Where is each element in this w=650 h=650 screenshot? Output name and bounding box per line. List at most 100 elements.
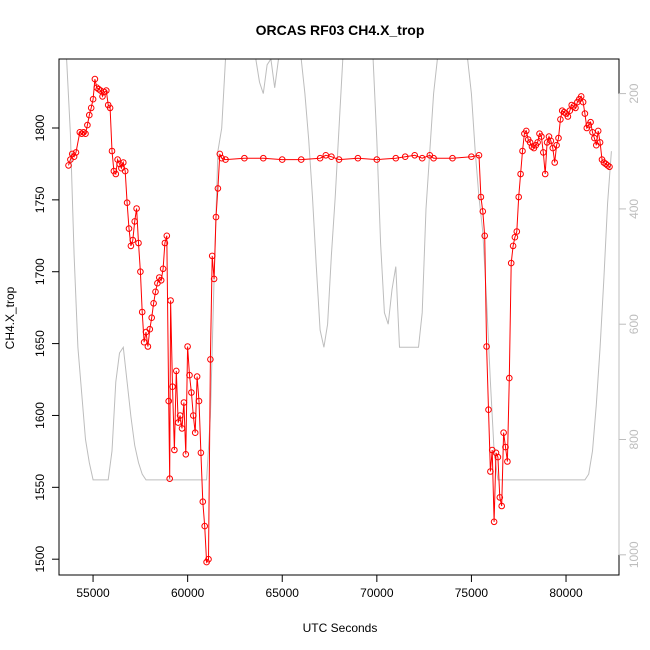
- data-point: [120, 159, 127, 166]
- data-point: [95, 85, 102, 93]
- data-point: [218, 154, 225, 162]
- right-tick-label: 800: [627, 429, 641, 449]
- data-point: [523, 127, 530, 135]
- data-point: [197, 449, 205, 457]
- data-point: [526, 139, 534, 146]
- data-point: [581, 110, 589, 117]
- data-point: [150, 300, 157, 307]
- data-point: [173, 367, 180, 375]
- data-point: [89, 95, 97, 103]
- data-point: [335, 156, 343, 163]
- y-tick-label: 1750: [33, 186, 47, 213]
- data-point: [570, 103, 577, 110]
- data-point: [84, 121, 91, 129]
- data-point: [392, 154, 400, 162]
- data-point: [146, 325, 154, 333]
- data-point: [127, 242, 135, 250]
- data-point: [500, 429, 507, 437]
- data-point: [167, 297, 174, 304]
- data-point: [114, 156, 121, 163]
- data-point: [169, 383, 176, 391]
- data-point: [373, 156, 381, 163]
- data-point: [82, 130, 89, 137]
- data-point: [193, 373, 201, 380]
- data-point: [201, 522, 208, 530]
- data-point: [144, 343, 152, 350]
- data-point: [596, 139, 604, 146]
- data-point: [316, 154, 324, 162]
- plot-area: [65, 59, 613, 566]
- right-axis: 200 400 600 800 1000: [618, 83, 641, 568]
- data-point: [184, 343, 191, 350]
- data-point: [468, 153, 475, 160]
- data-point: [165, 397, 172, 405]
- data-point: [135, 239, 142, 247]
- data-point: [572, 104, 579, 112]
- data-point: [278, 156, 286, 163]
- data-point: [108, 147, 116, 155]
- data-point: [174, 419, 182, 426]
- data-point: [504, 458, 511, 465]
- right-tick-label: 1000: [627, 541, 641, 568]
- data-point: [106, 104, 114, 112]
- data-point: [112, 170, 120, 178]
- data-point: [606, 163, 613, 171]
- data-point: [78, 130, 85, 137]
- y-tick-label: 1650: [33, 330, 47, 357]
- y-tick-label: 1800: [33, 114, 47, 141]
- data-point: [541, 170, 549, 178]
- data-point: [483, 343, 490, 350]
- data-point: [129, 236, 137, 244]
- data-point: [214, 185, 222, 192]
- data-point: [186, 371, 193, 379]
- data-point: [540, 149, 547, 156]
- data-point: [171, 446, 178, 454]
- data-point: [182, 451, 190, 458]
- data-point: [591, 134, 598, 142]
- data-point: [492, 449, 500, 457]
- data-point: [70, 153, 78, 160]
- data-point: [131, 218, 138, 225]
- data-point: [212, 213, 220, 221]
- data-point: [260, 154, 267, 162]
- data-point: [534, 139, 541, 146]
- data-point: [494, 453, 502, 461]
- data-point: [519, 147, 526, 155]
- data-point: [411, 152, 419, 159]
- series-line: [68, 78, 610, 564]
- y-axis: 1500 1550 1600 1650 1700 1750 1800: [33, 114, 60, 573]
- data-point: [354, 154, 362, 162]
- data-point: [564, 113, 572, 120]
- data-point: [490, 518, 498, 526]
- data-point: [116, 160, 123, 168]
- data-point: [205, 555, 212, 563]
- data-point: [579, 98, 587, 106]
- data-point: [99, 93, 106, 100]
- data-point: [103, 87, 110, 94]
- data-point: [543, 139, 551, 146]
- data-point: [477, 193, 485, 201]
- x-tick-label: 75000: [455, 586, 489, 600]
- data-point: [161, 239, 169, 247]
- data-point: [547, 137, 555, 145]
- y-tick-label: 1550: [33, 474, 47, 501]
- data-point: [72, 149, 80, 156]
- data-point: [475, 152, 483, 159]
- x-tick-label: 55000: [76, 586, 110, 600]
- data-point: [545, 133, 553, 140]
- data-point: [496, 494, 504, 501]
- data-point: [86, 111, 93, 119]
- data-point: [449, 154, 456, 162]
- right-tick-label: 400: [627, 199, 641, 219]
- data-point: [140, 338, 148, 346]
- data-point: [513, 228, 521, 235]
- data-point: [511, 233, 519, 241]
- data-point: [487, 468, 494, 475]
- data-point: [481, 232, 489, 240]
- data-point: [498, 502, 506, 510]
- right-tick-label: 200: [627, 83, 641, 103]
- data-point: [210, 275, 218, 283]
- data-point: [101, 88, 108, 96]
- data-point: [587, 118, 594, 126]
- x-tick-label: 65000: [266, 586, 300, 600]
